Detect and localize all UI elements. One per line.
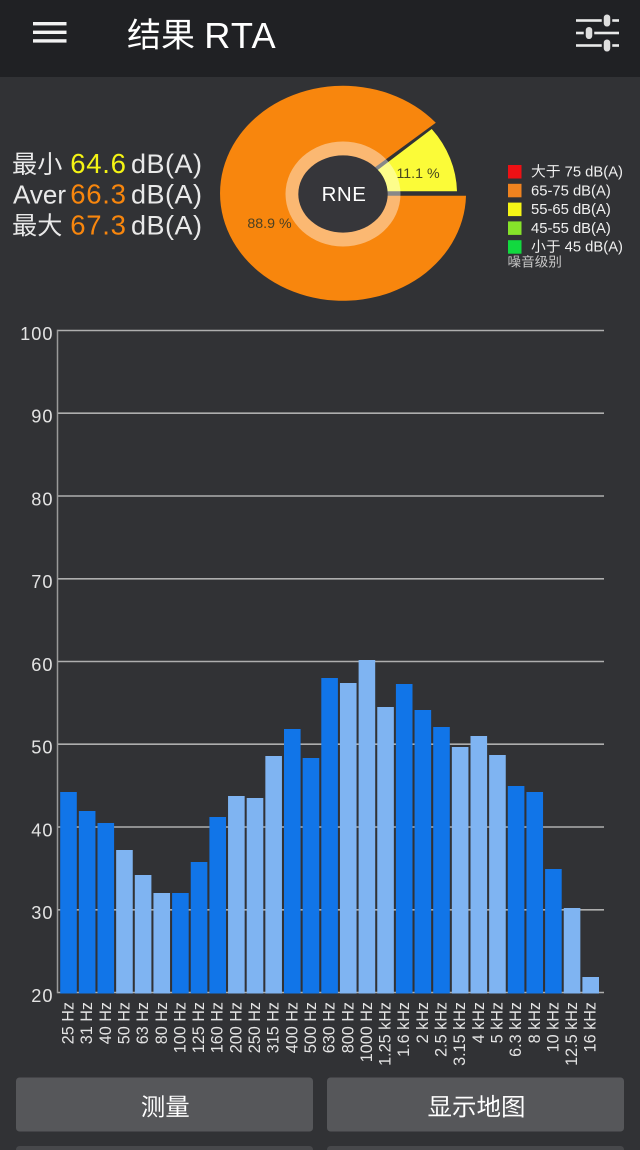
- svg-text:55-65 dB(A): 55-65 dB(A): [531, 202, 611, 218]
- svg-text:6.3 kHz: 6.3 kHz: [507, 1002, 525, 1057]
- svg-text:80: 80: [31, 489, 53, 509]
- svg-text:4 kHz: 4 kHz: [470, 1002, 488, 1043]
- svg-text:70: 70: [31, 572, 53, 592]
- svg-text:66.3: 66.3: [70, 179, 126, 210]
- svg-text:40: 40: [31, 820, 53, 840]
- svg-text:5 kHz: 5 kHz: [488, 1002, 506, 1043]
- svg-text:60: 60: [31, 655, 53, 675]
- svg-text:67.3: 67.3: [70, 209, 126, 240]
- svg-text:200 Hz: 200 Hz: [227, 1002, 245, 1053]
- svg-text:80 Hz: 80 Hz: [153, 1002, 171, 1044]
- svg-text:90: 90: [31, 407, 53, 427]
- svg-text:100 Hz: 100 Hz: [171, 1002, 189, 1053]
- svg-text:88.9 %: 88.9 %: [247, 216, 292, 232]
- svg-text:3.15 kHz: 3.15 kHz: [451, 1002, 469, 1066]
- svg-text:315 Hz: 315 Hz: [265, 1002, 283, 1053]
- svg-text:31 Hz: 31 Hz: [78, 1002, 96, 1044]
- svg-text:dB(A): dB(A): [131, 180, 203, 210]
- svg-text:30: 30: [31, 903, 53, 923]
- svg-text:160 Hz: 160 Hz: [209, 1002, 227, 1053]
- svg-text:1.6 kHz: 1.6 kHz: [395, 1002, 413, 1057]
- svg-text:8 kHz: 8 kHz: [526, 1002, 544, 1043]
- svg-text:45-55 dB(A): 45-55 dB(A): [531, 221, 611, 237]
- svg-text:RNE: RNE: [322, 183, 367, 206]
- svg-text:dB(A): dB(A): [131, 210, 203, 240]
- svg-text:64.6: 64.6: [70, 148, 126, 179]
- svg-text:100: 100: [20, 324, 53, 344]
- svg-text:63 Hz: 63 Hz: [134, 1002, 152, 1044]
- svg-text:250 Hz: 250 Hz: [246, 1002, 264, 1053]
- svg-text:1.25 kHz: 1.25 kHz: [377, 1002, 395, 1066]
- svg-text:RTA: RTA: [204, 15, 277, 56]
- svg-text:40 Hz: 40 Hz: [97, 1002, 115, 1044]
- svg-text:45 dB(A): 45 dB(A): [565, 240, 623, 256]
- svg-text:1000 Hz: 1000 Hz: [358, 1002, 376, 1062]
- svg-text:25 Hz: 25 Hz: [60, 1002, 78, 1044]
- svg-text:10 kHz: 10 kHz: [544, 1002, 562, 1052]
- svg-text:11.1 %: 11.1 %: [396, 166, 440, 182]
- svg-text:125 Hz: 125 Hz: [190, 1002, 208, 1053]
- svg-text:2.5 kHz: 2.5 kHz: [433, 1002, 451, 1057]
- svg-text:75 dB(A): 75 dB(A): [565, 165, 623, 181]
- svg-text:dB(A): dB(A): [131, 149, 203, 179]
- svg-text:800 Hz: 800 Hz: [339, 1002, 357, 1053]
- svg-text:50 Hz: 50 Hz: [115, 1002, 133, 1044]
- svg-text:50: 50: [31, 738, 53, 758]
- svg-text:2 kHz: 2 kHz: [414, 1002, 432, 1043]
- svg-text:12.5 kHz: 12.5 kHz: [563, 1002, 581, 1066]
- svg-text:500 Hz: 500 Hz: [302, 1002, 320, 1053]
- svg-text:65-75 dB(A): 65-75 dB(A): [531, 183, 611, 199]
- svg-text:630 Hz: 630 Hz: [321, 1002, 339, 1053]
- svg-text:16 kHz: 16 kHz: [582, 1002, 600, 1052]
- svg-text:400 Hz: 400 Hz: [283, 1002, 301, 1053]
- svg-text:Aver: Aver: [13, 180, 66, 210]
- svg-text:20: 20: [31, 986, 53, 1006]
